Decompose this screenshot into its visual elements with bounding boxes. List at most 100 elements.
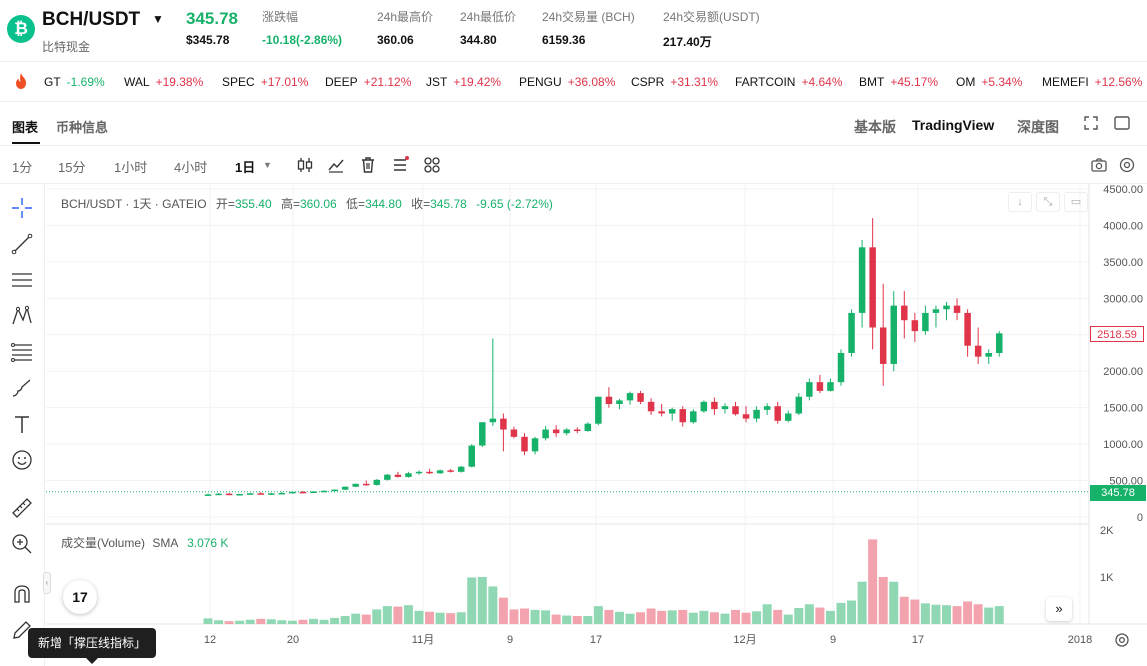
volume-bar	[309, 618, 318, 624]
volume-bar	[688, 612, 698, 624]
ticker-change: -1.69%	[66, 75, 105, 89]
tf-1m[interactable]: 1分	[12, 160, 33, 175]
zoom-in-icon[interactable]	[10, 532, 34, 556]
candle-body	[236, 494, 243, 496]
pattern-tool-icon[interactable]	[10, 304, 34, 328]
ticker-item-pengu[interactable]: PENGU +36.08%	[519, 75, 615, 89]
view-depth[interactable]: 深度图	[1017, 119, 1059, 135]
chevron-down-icon[interactable]: ▼	[152, 12, 164, 26]
indicators-icon[interactable]	[327, 156, 345, 174]
volume-bar	[889, 581, 899, 624]
volume-bar	[731, 609, 740, 624]
ticker-item-wal[interactable]: WAL +19.38%	[124, 75, 203, 89]
price-axis-label: 4500.00	[1103, 184, 1143, 196]
tf-1h[interactable]: 1小时	[114, 160, 148, 175]
candle-body	[320, 490, 328, 493]
ohlc-legend: BCH/USDT · 1天 · GATEIO 开=355.40 高=360.06…	[61, 195, 553, 212]
ticker-symbol: FARTCOIN	[735, 75, 796, 89]
arrow-down-icon[interactable]: ↓	[1008, 192, 1032, 212]
trash-icon[interactable]	[359, 156, 377, 174]
text-tool-icon[interactable]	[10, 412, 34, 436]
time-axis-label: 11月	[412, 634, 434, 646]
maximize-icon[interactable]: ▭	[1064, 192, 1088, 212]
ticker-item-spec[interactable]: SPEC +17.01%	[222, 75, 308, 89]
list-icon[interactable]	[391, 156, 409, 174]
ticker-symbol: GT	[44, 75, 61, 89]
camera-icon[interactable]	[1090, 156, 1108, 174]
ticker-change: +12.56%	[1094, 75, 1143, 89]
view-basic[interactable]: 基本版	[854, 119, 896, 135]
candle-body	[700, 401, 708, 412]
volume-bar	[425, 611, 435, 624]
fibonacci-icon[interactable]	[10, 340, 34, 364]
view-tradingview[interactable]: TradingView	[912, 117, 995, 133]
volume-bar	[393, 606, 403, 624]
candle-body	[679, 409, 686, 423]
ruler-icon[interactable]	[10, 496, 34, 520]
volume-bar	[298, 619, 308, 624]
emoji-icon[interactable]	[10, 448, 34, 472]
price-axis-label: 3500.00	[1103, 257, 1143, 269]
ticker-item-bmt[interactable]: BMT +45.17%	[859, 75, 938, 89]
candle-body	[869, 247, 876, 328]
tradingview-logo[interactable]: 17	[63, 580, 97, 614]
candle-body	[394, 474, 402, 477]
volume-bar	[794, 608, 804, 624]
volume-bar	[203, 618, 213, 624]
candle-body	[732, 406, 739, 415]
brush-icon[interactable]	[10, 376, 34, 400]
candle-body	[690, 411, 697, 423]
market-header: ₿ BCH/USDT ▼ 比特现金 345.78 $345.78 涨跌幅 -10…	[0, 0, 1147, 62]
tab-chart[interactable]: 图表	[12, 120, 39, 135]
candle-body	[479, 422, 486, 446]
ticker-item-memefi[interactable]: MEMEFI +12.56%	[1042, 75, 1142, 89]
ticker-item-om[interactable]: OM +5.34%	[956, 75, 1022, 89]
tf-4h[interactable]: 4小时	[174, 160, 208, 175]
candle-body	[616, 400, 623, 405]
candle-body	[996, 333, 1003, 353]
candle-body	[489, 418, 497, 423]
volume-bars	[203, 539, 1004, 624]
magnet-icon[interactable]	[10, 582, 34, 606]
horizontal-lines-icon[interactable]	[10, 268, 34, 292]
volume-bar	[277, 620, 287, 624]
change-label: 涨跌幅	[262, 10, 299, 24]
tf-1d[interactable]: 1日	[235, 160, 256, 175]
candle-body	[943, 305, 950, 310]
ticker-item-gt[interactable]: GT -1.69%	[44, 75, 105, 89]
candle-body	[816, 382, 824, 391]
pencil-lock-icon[interactable]	[10, 618, 34, 642]
settings-gear-icon[interactable]	[1118, 156, 1136, 174]
ticker-item-fartcoin[interactable]: FARTCOIN +4.64%	[735, 75, 843, 89]
collapse-toolbar-handle[interactable]: ‹	[43, 572, 51, 594]
last-price: 345.78	[186, 9, 238, 28]
tf-15m[interactable]: 15分	[58, 160, 86, 175]
volume-bar	[498, 597, 508, 624]
new-feature-tooltip: 新增「撑压线指标」	[28, 628, 157, 658]
settings-gear-icon[interactable]	[1113, 631, 1131, 649]
ticker-item-deep[interactable]: DEEP +21.12%	[325, 75, 411, 89]
price-axis-label: 0	[1137, 512, 1143, 524]
candle-body	[552, 429, 560, 434]
price-axis-label: 500.00	[1109, 476, 1143, 488]
volume-bar	[952, 606, 962, 624]
collapse-icon[interactable]: ⤡	[1036, 192, 1060, 212]
ticker-item-jst[interactable]: JST +19.42%	[426, 75, 501, 89]
window-icon[interactable]	[1114, 116, 1130, 130]
volume-bar	[973, 604, 983, 624]
low-24h-label: 24h最低价	[460, 10, 517, 24]
trend-line-icon[interactable]	[10, 232, 34, 256]
crosshair-icon[interactable]	[10, 196, 34, 220]
candle-body	[542, 429, 549, 439]
volume-24h-value: 6159.36	[542, 33, 586, 47]
fullscreen-icon[interactable]	[1084, 116, 1098, 130]
tab-coin-info[interactable]: 币种信息	[56, 120, 109, 135]
scroll-to-realtime-button[interactable]: »	[1046, 597, 1072, 621]
chevron-down-icon[interactable]: ▼	[263, 160, 272, 170]
layout-grid-icon[interactable]	[423, 156, 441, 174]
pair-selector[interactable]: BCH/USDT	[42, 9, 141, 30]
candle-type-icon[interactable]	[296, 156, 314, 174]
ticker-item-cspr[interactable]: CSPR +31.31%	[631, 75, 718, 89]
candle-body	[595, 396, 602, 424]
